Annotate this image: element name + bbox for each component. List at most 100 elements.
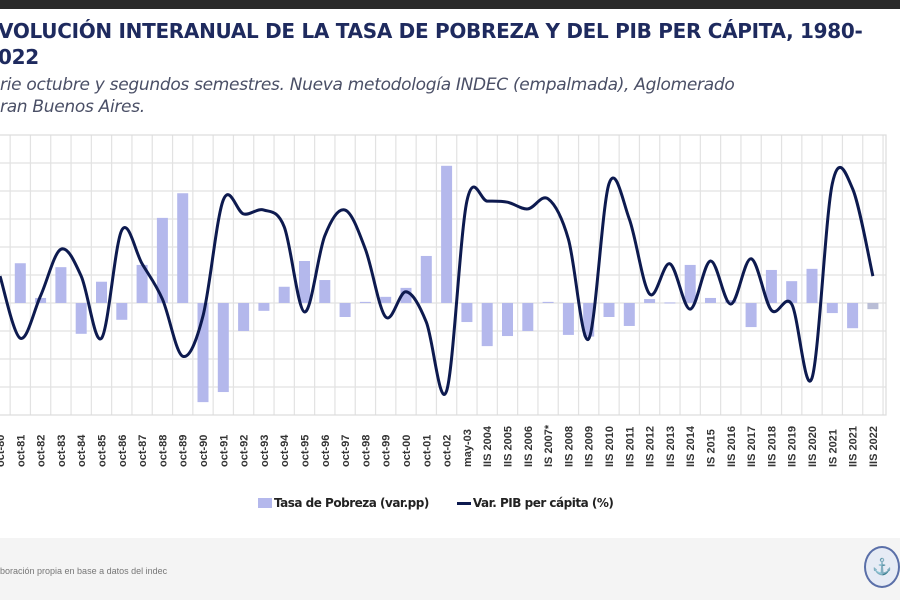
bar-IIS 2005 — [502, 303, 513, 337]
legend-line-swatch — [456, 501, 471, 505]
bar-IIS 2016 — [725, 300, 737, 303]
x-tick-label: IS 2015 — [706, 429, 718, 467]
bar-IIS 2018 — [765, 269, 777, 303]
legend-bar-swatch — [258, 498, 272, 508]
footer: boración propia en base a datos del inde… — [0, 538, 900, 600]
legend-label-pobreza: Tasa de Pobreza (var.pp) — [274, 496, 429, 510]
legend-item-pib: Var. PIB per cápita (%) — [456, 496, 614, 510]
bar-oct-83 — [55, 267, 67, 303]
legend-item-pobreza: Tasa de Pobreza (var.pp) — [258, 496, 429, 510]
bar-oct-98 — [359, 301, 371, 303]
bar-IS 2015 — [705, 297, 716, 303]
x-tick-label: oct-97 — [340, 435, 352, 467]
bar-IIS 2006 — [522, 303, 534, 331]
bar-oct-82 — [35, 297, 47, 303]
x-tick-label: oct-80 — [0, 435, 7, 467]
legend: Tasa de Pobreza (var.pp) Var. PIB per cá… — [258, 496, 641, 510]
bar-oct-88 — [156, 217, 168, 303]
x-tick-label: oct-91 — [218, 435, 230, 467]
x-tick-label: oct-90 — [198, 435, 210, 467]
bar-IIS 2014 — [684, 264, 696, 303]
x-tick-label: IIS 2019 — [787, 426, 799, 467]
x-tick-label: IIS 2020 — [807, 426, 819, 467]
x-tick-label: oct-99 — [381, 435, 393, 467]
x-tick-label: IIS 2017 — [746, 426, 758, 467]
x-tick-label: oct-93 — [259, 435, 271, 467]
x-tick-label: oct-84 — [76, 434, 88, 467]
x-tick-label: IIS 2011 — [624, 427, 636, 467]
x-tick-label: oct-87 — [137, 435, 149, 467]
title-line-1: VOLUCIÓN INTERANUAL DE LA TASA DE POBREZ… — [0, 19, 863, 43]
line-var-pib — [0, 166, 875, 396]
x-tick-label: oct-89 — [178, 435, 190, 467]
subtitle-line-1: rie octubre y segundos semestres. Nueva … — [0, 75, 735, 95]
bar-oct-95 — [299, 261, 310, 303]
bar-oct-84 — [75, 303, 87, 334]
x-tick-label: oct-02 — [442, 435, 454, 467]
bar-IIS 2009 — [583, 303, 595, 337]
x-tick-label: IIS 2010 — [604, 426, 616, 467]
bar-IIS 2022 — [867, 303, 879, 310]
x-tick-label: IIS 2013 — [665, 426, 677, 467]
title-line-2: 022 — [0, 45, 39, 69]
x-tick-label: oct-95 — [300, 435, 312, 467]
x-tick-label: IIS 2014 — [685, 425, 697, 467]
bar-IIS 2020 — [806, 268, 818, 303]
bar-IIS 2008 — [562, 303, 574, 335]
bar-oct-86 — [116, 303, 128, 320]
x-tick-label: oct-98 — [360, 435, 372, 467]
bar-oct-90 — [197, 303, 209, 403]
x-tick-label: oct-94 — [279, 434, 291, 467]
window-top-bar — [0, 0, 900, 9]
x-tick-label: IIS 2006 — [523, 426, 535, 467]
chart: oct-80 oct-81 oct-82 oct-83 oct-84 oct-85 oct-… — [0, 134, 887, 467]
x-tick-label: IIS 2022 — [868, 426, 880, 467]
x-tick-label: IIS 2021 — [848, 426, 860, 467]
bar-oct-92 — [238, 303, 250, 331]
x-tick-label: IIS 2005 — [503, 426, 515, 467]
x-tick-label: IS 2021 — [827, 429, 839, 467]
bar-oct-87 — [136, 264, 148, 303]
bar-oct-02 — [441, 165, 453, 303]
bar-IS 2007* — [542, 301, 554, 303]
x-tick-label: IIS 2018 — [766, 426, 778, 467]
bar-oct-85 — [96, 281, 107, 303]
institutional-seal-icon: ⚓ — [864, 546, 900, 588]
plot-border — [0, 134, 887, 416]
x-tick-label: IIS 2012 — [645, 426, 657, 467]
x-tick-label: oct-82 — [36, 435, 48, 467]
x-tick-label: oct-01 — [421, 435, 433, 467]
bar-IIS 2012 — [644, 299, 656, 303]
x-tick-label: IIS 2004 — [482, 425, 494, 467]
bar-IIS 2010 — [603, 303, 615, 317]
source-note: boración propia en base a datos del inde… — [0, 566, 168, 576]
x-tick-label: may-03 — [462, 429, 474, 467]
x-tick-label: oct-85 — [97, 435, 109, 467]
subtitle-line-2: ran Buenos Aires. — [0, 97, 145, 117]
x-tick-label: IS 2007* — [543, 424, 555, 467]
bar-IIS 2004 — [481, 303, 493, 347]
bar-oct-93 — [258, 303, 270, 311]
chart-title: VOLUCIÓN INTERANUAL DE LA TASA DE POBREZ… — [0, 18, 898, 70]
legend-label-pib: Var. PIB per cápita (%) — [472, 496, 614, 510]
bar-oct-94 — [278, 286, 290, 303]
bar-IIS 2017 — [745, 303, 757, 328]
bar-oct-99 — [380, 296, 392, 303]
x-tick-label: IIS 2008 — [563, 426, 575, 467]
bar-IIS 2011 — [623, 303, 635, 326]
x-tick-label: oct-88 — [157, 435, 169, 467]
bar-IIS 2013 — [664, 302, 676, 304]
bar-oct-97 — [339, 303, 351, 317]
x-tick-label: IIS 2016 — [726, 426, 738, 467]
x-tick-label: oct-86 — [117, 435, 129, 467]
bar-IIS 2019 — [786, 281, 798, 303]
chart-subtitle: rie octubre y segundos semestres. Nueva … — [0, 74, 900, 118]
x-tick-label: oct-81 — [15, 435, 27, 467]
bar-oct-89 — [177, 193, 189, 303]
bar-IS 2021 — [826, 303, 838, 314]
bar-oct-00 — [400, 287, 412, 303]
bar-oct-91 — [217, 303, 229, 393]
bar-oct-01 — [420, 255, 432, 303]
bar-oct-81 — [14, 263, 26, 303]
x-tick-label: oct-00 — [401, 435, 413, 467]
